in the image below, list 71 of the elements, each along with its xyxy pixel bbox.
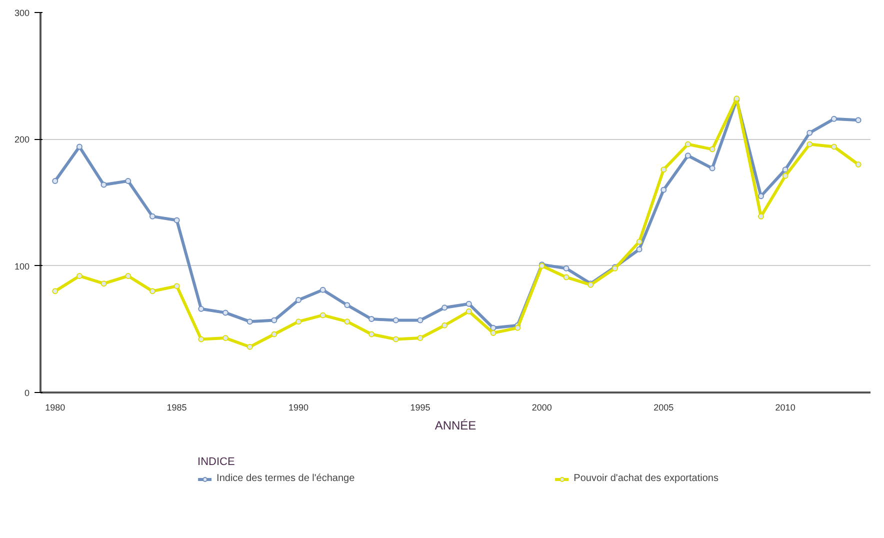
point bbox=[76, 144, 82, 150]
point bbox=[344, 318, 350, 325]
x-tick-label: 1980 bbox=[45, 402, 66, 412]
point bbox=[830, 144, 837, 150]
point bbox=[174, 217, 180, 224]
legend-label: Indice des termes de l'échange bbox=[216, 473, 355, 484]
point bbox=[684, 141, 691, 148]
point bbox=[563, 274, 570, 280]
x-tick-label: 2010 bbox=[775, 402, 796, 412]
x-tick-label: 2000 bbox=[532, 402, 552, 412]
point bbox=[660, 186, 667, 193]
y-tick-label: 0 bbox=[24, 388, 30, 398]
y-tick-label: 300 bbox=[14, 8, 30, 18]
point bbox=[855, 162, 862, 168]
point bbox=[442, 304, 448, 311]
point bbox=[125, 272, 132, 279]
point bbox=[563, 265, 570, 272]
point bbox=[149, 288, 156, 294]
point bbox=[855, 117, 862, 124]
point bbox=[344, 302, 350, 308]
y-tick-label: 100 bbox=[14, 261, 30, 272]
point bbox=[782, 172, 788, 179]
point bbox=[198, 336, 204, 342]
x-tick-label: 2005 bbox=[654, 402, 674, 412]
point bbox=[806, 141, 813, 148]
point bbox=[636, 238, 642, 245]
point bbox=[466, 300, 472, 307]
point bbox=[296, 297, 302, 304]
point bbox=[222, 335, 228, 342]
point bbox=[709, 146, 716, 152]
point bbox=[709, 165, 716, 172]
point bbox=[271, 317, 278, 324]
point bbox=[198, 306, 204, 312]
point bbox=[100, 280, 107, 287]
point bbox=[514, 324, 521, 331]
point bbox=[320, 286, 326, 293]
point bbox=[490, 330, 496, 336]
point bbox=[125, 178, 132, 184]
point bbox=[417, 335, 424, 342]
point bbox=[368, 316, 375, 322]
x-tick-label: 1985 bbox=[166, 402, 187, 412]
point bbox=[149, 213, 156, 220]
point bbox=[271, 331, 278, 338]
point bbox=[52, 178, 58, 184]
legend-title: INDICE bbox=[198, 456, 236, 468]
point bbox=[782, 166, 788, 173]
point bbox=[417, 317, 424, 324]
point bbox=[100, 182, 107, 188]
point bbox=[806, 130, 813, 136]
point bbox=[442, 322, 448, 328]
point bbox=[660, 166, 667, 173]
point bbox=[466, 308, 472, 314]
legend-label: Pouvoir d'achat des exportations bbox=[574, 473, 718, 484]
point bbox=[368, 331, 375, 338]
point bbox=[392, 336, 399, 342]
point bbox=[246, 318, 253, 325]
point bbox=[76, 272, 82, 279]
point bbox=[246, 344, 253, 350]
point bbox=[830, 116, 837, 122]
point bbox=[296, 318, 302, 325]
point bbox=[684, 152, 691, 159]
x-axis-title: ANNÉE bbox=[434, 418, 476, 432]
point bbox=[174, 283, 180, 290]
x-tick-label: 1995 bbox=[410, 402, 430, 412]
point bbox=[636, 246, 642, 252]
point bbox=[222, 310, 228, 316]
point bbox=[52, 288, 58, 294]
y-tick-label: 200 bbox=[14, 134, 30, 145]
x-tick-label: 1990 bbox=[288, 402, 309, 412]
point bbox=[392, 317, 399, 324]
point bbox=[320, 312, 326, 318]
